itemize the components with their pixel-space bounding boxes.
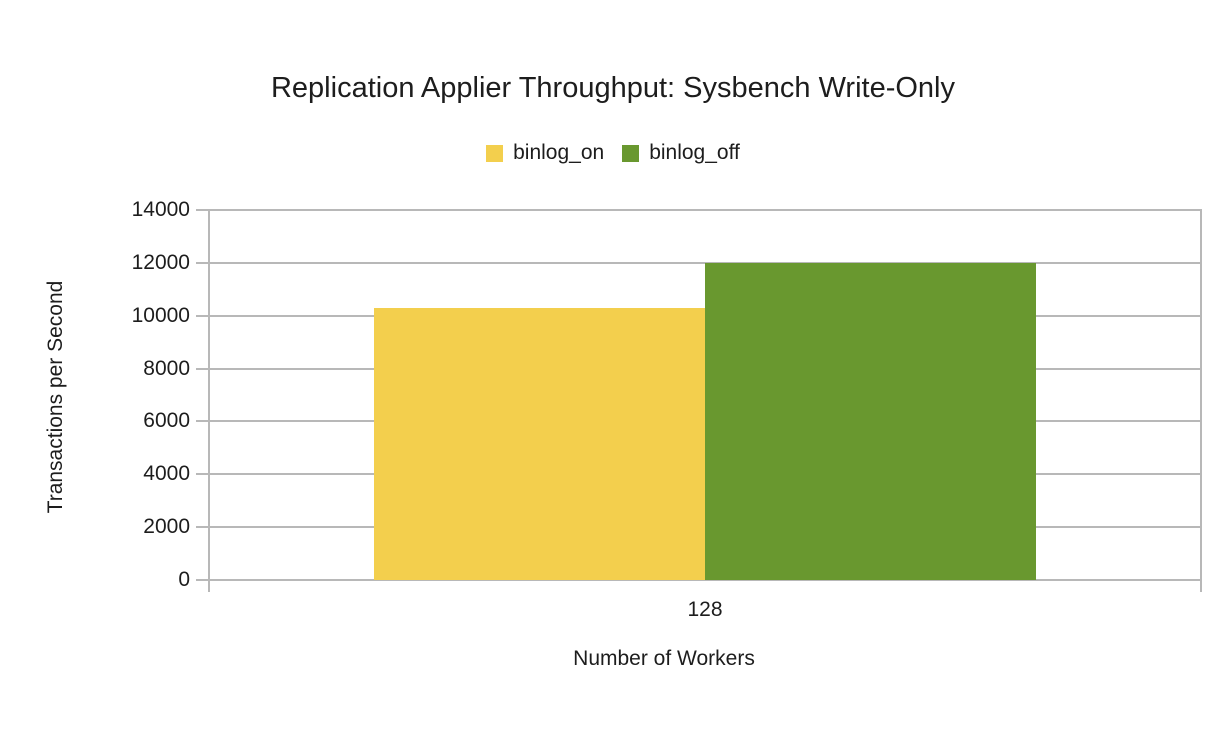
y-axis-tick xyxy=(196,209,208,211)
y-axis-tick xyxy=(196,579,208,581)
legend-item-binlog-on: binlog_on xyxy=(486,141,604,165)
y-axis-tick-label: 10000 xyxy=(131,303,190,327)
x-axis-line xyxy=(196,579,1202,581)
y-axis-tick-label: 2000 xyxy=(143,515,190,539)
plot-right-border xyxy=(1200,210,1202,580)
chart-title: Replication Applier Throughput: Sysbench… xyxy=(270,72,955,104)
gridline xyxy=(208,261,1202,264)
legend-item-binlog-off: binlog_off xyxy=(622,141,740,165)
legend-swatch-binlog-off-icon xyxy=(622,144,640,162)
y-axis-tick xyxy=(196,261,208,264)
plot-area xyxy=(196,209,1202,592)
legend: binlog_on binlog_off xyxy=(0,141,1226,165)
legend-swatch-binlog-on-icon xyxy=(486,144,504,162)
x-axis-tick xyxy=(208,580,210,592)
y-axis-tick-labels: 14000 12000 10000 8000 6000 4000 2000 0 xyxy=(60,198,190,591)
gridline xyxy=(208,209,1202,211)
y-axis-tick xyxy=(196,314,208,317)
y-axis-tick-label: 12000 xyxy=(131,250,190,274)
y-axis-tick-label: 0 xyxy=(178,568,190,591)
y-axis-tick-label: 6000 xyxy=(143,409,190,433)
y-axis-tick xyxy=(196,526,208,529)
legend-label-binlog-on: binlog_on xyxy=(513,141,605,164)
y-axis-tick xyxy=(196,473,208,476)
y-axis-title: Transactions per Second xyxy=(44,280,67,514)
x-axis-title: Number of Workers xyxy=(573,647,755,670)
bar-binlog_on xyxy=(374,308,705,580)
y-axis-tick-label: 14000 xyxy=(131,198,190,221)
y-axis-tick xyxy=(196,367,208,370)
legend-label-binlog-off: binlog_off xyxy=(649,141,740,164)
y-axis-tick-label: 4000 xyxy=(143,462,190,486)
y-axis-tick xyxy=(196,420,208,423)
x-axis-tick xyxy=(1200,580,1202,592)
y-axis-tick-label: 8000 xyxy=(143,356,190,380)
bar-binlog_off xyxy=(705,263,1036,580)
x-category-label: 128 xyxy=(687,598,723,621)
y-axis-line xyxy=(208,210,210,580)
